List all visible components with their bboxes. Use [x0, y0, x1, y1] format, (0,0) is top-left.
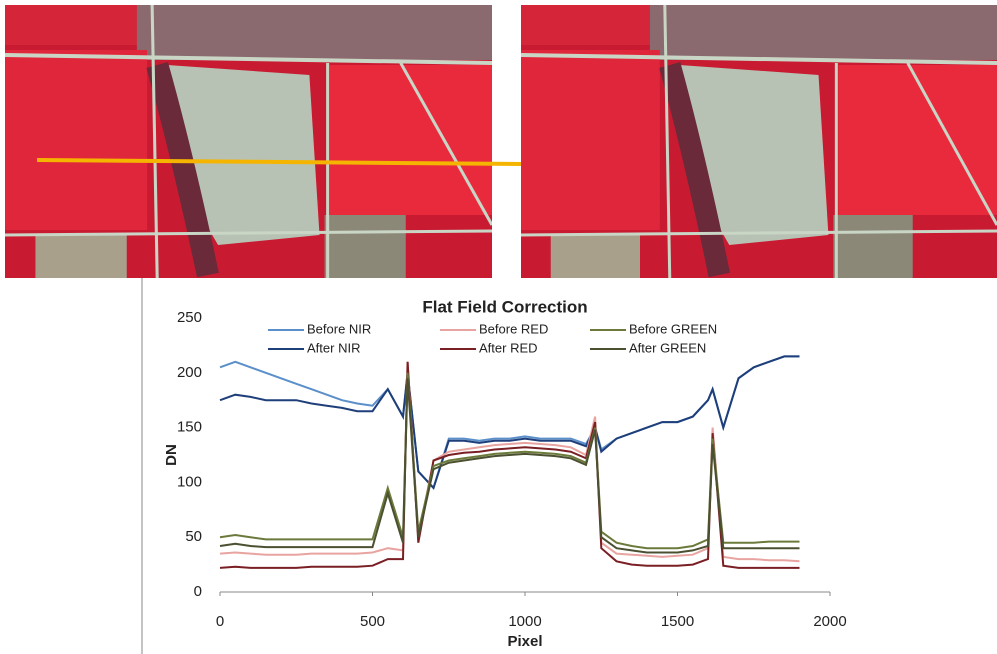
y-tick-label: 50	[185, 528, 202, 545]
chart-title: Flat Field Correction	[422, 297, 587, 316]
y-tick-label: 0	[194, 583, 202, 600]
x-tick-label: 1500	[661, 613, 694, 630]
legend-label: After RED	[479, 340, 538, 355]
legend-label: After GREEN	[629, 340, 706, 355]
y-tick-label: 200	[177, 364, 202, 381]
legend-label: Before RED	[479, 321, 548, 336]
x-tick-label: 0	[216, 613, 224, 630]
series-line	[219, 378, 800, 554]
x-axis-label: Pixel	[507, 633, 542, 650]
y-tick-label: 250	[177, 309, 202, 326]
legend-label: Before GREEN	[629, 321, 717, 336]
x-tick-label: 500	[360, 613, 385, 630]
image-after	[521, 5, 997, 278]
y-axis-label: DN	[163, 444, 180, 466]
legend-label: After NIR	[307, 340, 360, 355]
series-line	[219, 355, 800, 490]
image	[521, 5, 997, 278]
series-line	[219, 355, 800, 490]
x-tick-label: 1000	[508, 613, 541, 630]
y-tick-label: 100	[177, 473, 202, 490]
y-tick-label: 150	[177, 419, 202, 436]
plot: 0 50 100 150 200 250 0 500 1000 1500 2000 Before NI…	[177, 309, 847, 630]
profile-line	[36, 158, 522, 166]
image	[5, 5, 492, 278]
legend-label: Before NIR	[307, 321, 371, 336]
x-tick-label: 2000	[813, 613, 846, 630]
image-before	[5, 5, 492, 278]
